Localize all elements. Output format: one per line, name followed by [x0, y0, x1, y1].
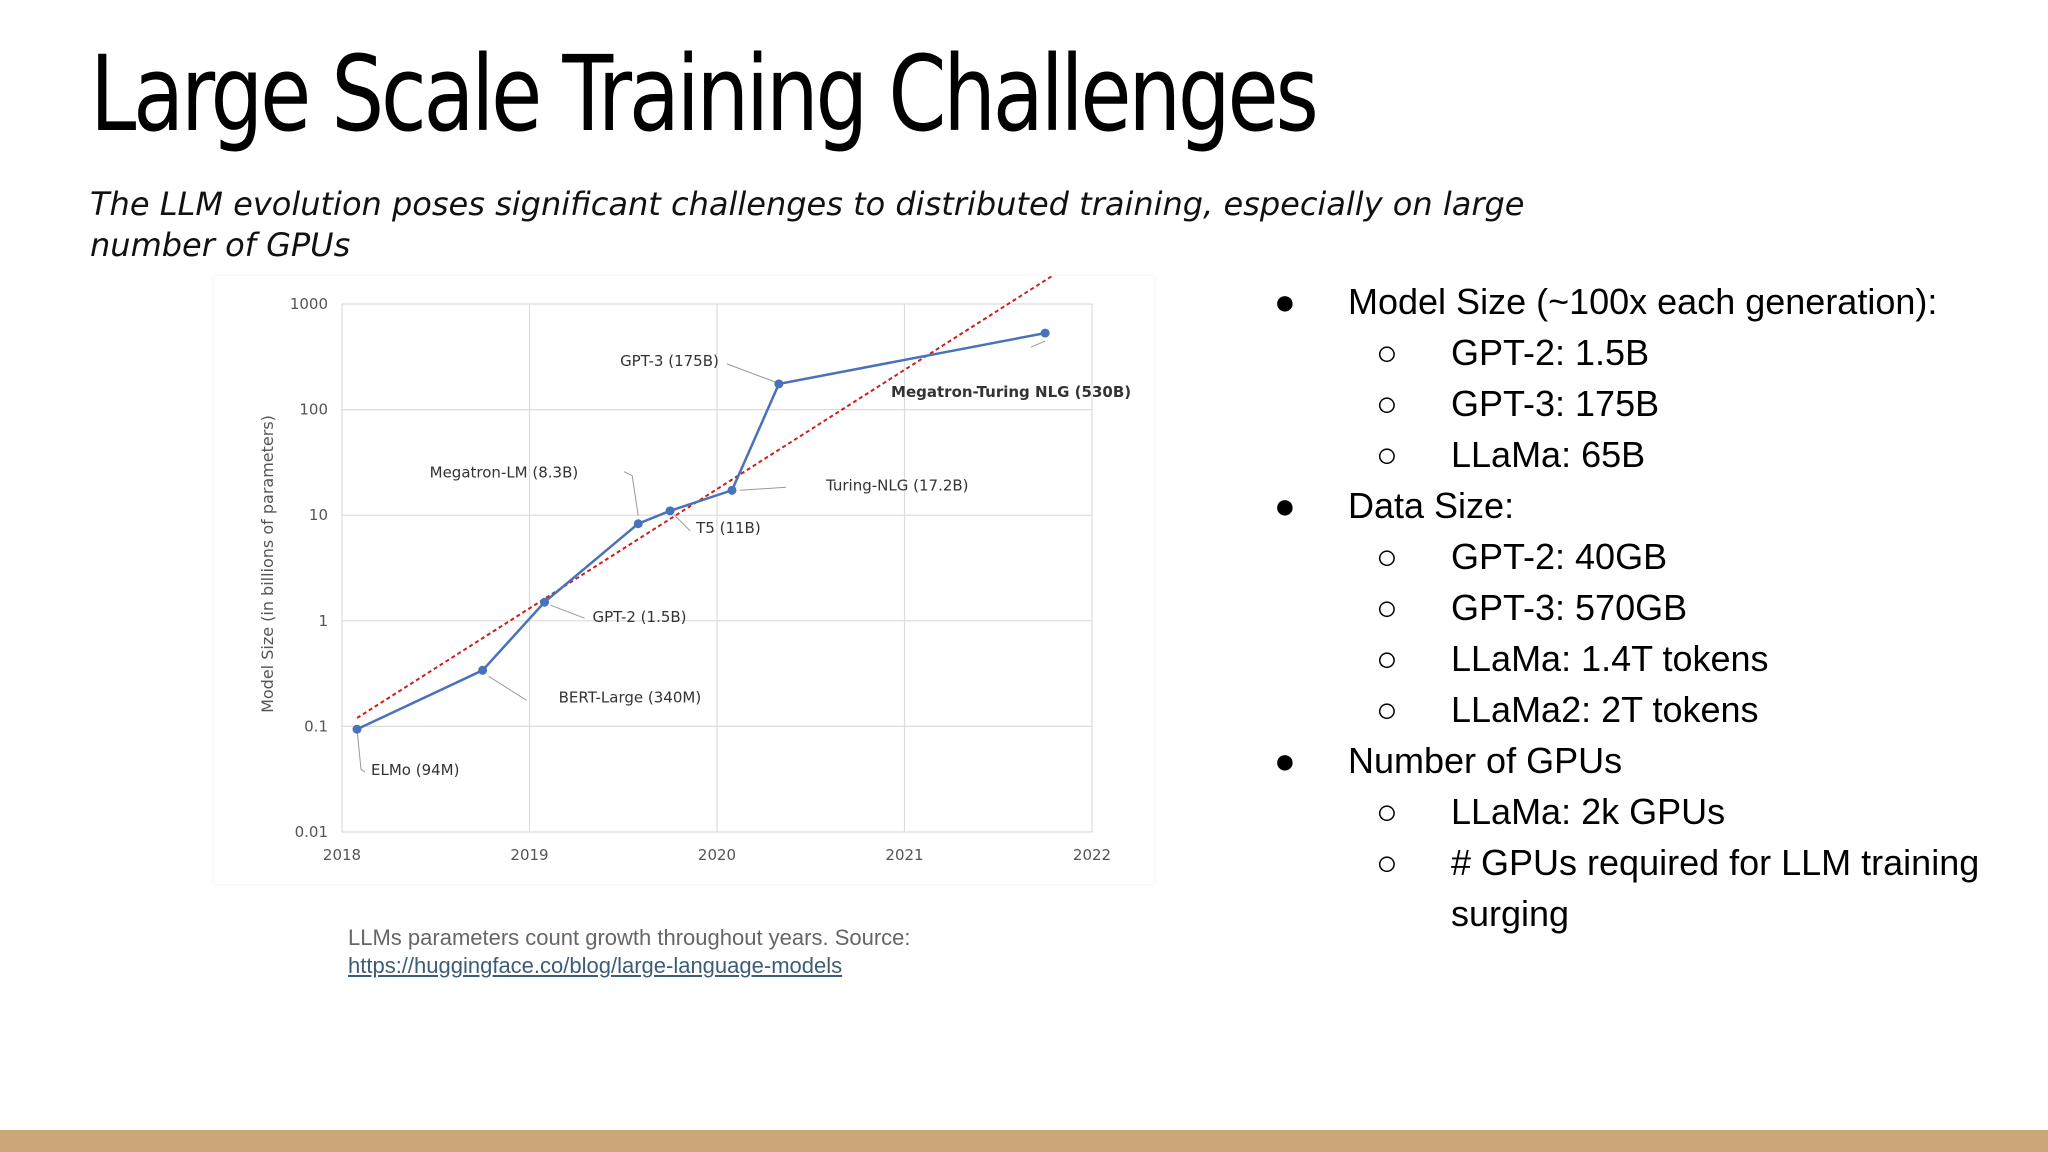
- bullet-dot-icon: ●: [1274, 485, 1296, 526]
- x-tick-label: 2020: [698, 846, 736, 864]
- sub-bullet-text: LLaMa: 65B: [1451, 434, 1646, 475]
- sub-bullet: ○ GPT-2: 40GB: [1270, 531, 2010, 582]
- label-leader-line: [488, 675, 527, 701]
- bullet-num-gpus: ● Number of GPUs ○ LLaMa: 2k GPUs ○ # GPUs…: [1270, 735, 2010, 939]
- data-point: [540, 597, 549, 607]
- circle-bullet-icon: ○: [1376, 536, 1398, 577]
- sub-bullet: ○ LLaMa: 65B: [1270, 429, 2010, 480]
- label-leader-line: [623, 471, 639, 516]
- x-tick-label: 2021: [885, 846, 923, 864]
- data-label: ELMo (94M): [371, 761, 459, 779]
- bullet-model-size: ● Model Size (~100x each generation): ○ G…: [1270, 276, 2010, 480]
- bullet-text: Model Size (~100x each generation):: [1348, 281, 1938, 322]
- x-tick-label: 2018: [323, 846, 361, 864]
- chart-panel: 0.01 0.1 1 10 100 1000 2018 2019 2020 2021 2022 EL…: [214, 276, 1154, 884]
- trendline: [356, 276, 1054, 719]
- data-label: Turing-NLG (17.2B): [825, 476, 969, 494]
- footer-bar: [0, 1130, 2048, 1152]
- sub-bullet: ○ # GPUs required for LLM training surgin…: [1270, 837, 2010, 939]
- sub-bullet-text: LLaMa: 2k GPUs: [1451, 791, 1726, 832]
- label-leader-line: [673, 514, 691, 532]
- data-label: GPT-2 (1.5B): [593, 608, 687, 626]
- sub-bullet-text: GPT-3: 175B: [1451, 383, 1660, 424]
- y-axis-label: Model Size (in billions of parameters): [258, 415, 277, 713]
- data-label: Megatron-LM (8.3B): [430, 464, 579, 482]
- sub-bullet: ○ GPT-3: 175B: [1270, 378, 2010, 429]
- caption-text: LLMs parameters count growth throughout …: [348, 925, 911, 950]
- bullet-text: Number of GPUs: [1348, 740, 1623, 781]
- data-label: BERT-Large (340M): [559, 688, 702, 706]
- data-point: [478, 665, 488, 675]
- circle-bullet-icon: ○: [1376, 587, 1398, 628]
- source-link[interactable]: https://huggingface.co/blog/large-langua…: [348, 953, 843, 978]
- circle-bullet-icon: ○: [1376, 383, 1398, 424]
- data-label: T5 (11B): [695, 519, 761, 537]
- sub-bullet-text: # GPUs required for LLM training surging: [1451, 842, 1980, 934]
- bullet-text: Data Size:: [1348, 485, 1515, 526]
- circle-bullet-icon: ○: [1376, 842, 1398, 883]
- data-point: [727, 485, 737, 495]
- sub-bullet-text: GPT-2: 40GB: [1451, 536, 1668, 577]
- data-label: Megatron-Turing NLG (530B): [891, 383, 1131, 401]
- sub-bullet-text: LLaMa2: 2T tokens: [1451, 689, 1759, 730]
- label-leader-line: [550, 604, 585, 619]
- y-tick-label: 10: [309, 506, 328, 524]
- model-size-chart: 0.01 0.1 1 10 100 1000 2018 2019 2020 2021 2022 EL…: [258, 276, 1131, 864]
- y-tick-label: 1: [318, 612, 328, 630]
- y-tick-label: 0.1: [304, 717, 328, 735]
- y-tick-label: 1000: [290, 295, 328, 313]
- x-tick-label: 2022: [1073, 846, 1111, 864]
- bullet-dot-icon: ●: [1274, 281, 1296, 322]
- sub-bullet-text: GPT-3: 570GB: [1451, 587, 1688, 628]
- circle-bullet-icon: ○: [1376, 332, 1398, 373]
- y-tick-label: 0.01: [295, 823, 328, 841]
- label-leader-line: [739, 486, 787, 491]
- slide-title: Large Scale Training Challenges: [90, 33, 1319, 155]
- label-leader-line: [1030, 340, 1046, 348]
- sub-bullet-text: GPT-2: 1.5B: [1451, 332, 1650, 373]
- data-point: [633, 519, 643, 529]
- sub-bullet: ○ LLaMa2: 2T tokens: [1270, 684, 2010, 735]
- data-point: [774, 379, 784, 389]
- circle-bullet-icon: ○: [1376, 638, 1398, 679]
- label-leader-line: [726, 363, 776, 383]
- sub-bullet: ○ LLaMa: 1.4T tokens: [1270, 633, 2010, 684]
- bullet-dot-icon: ●: [1274, 740, 1296, 781]
- slide-subtitle: The LLM evolution poses significant chal…: [90, 185, 1525, 264]
- y-tick-label: 100: [299, 401, 328, 419]
- chart-caption: LLMs parameters count growth throughout …: [348, 924, 911, 980]
- circle-bullet-icon: ○: [1376, 791, 1398, 832]
- label-leader-line: [356, 729, 366, 773]
- x-tick-label: 2019: [510, 846, 548, 864]
- sub-bullet: ○ LLaMa: 2k GPUs: [1270, 786, 2010, 837]
- bullet-list: ● Model Size (~100x each generation): ○ G…: [1270, 276, 2010, 939]
- data-point: [352, 724, 362, 734]
- series-line: [356, 331, 1046, 731]
- sub-bullet: ○ GPT-3: 570GB: [1270, 582, 2010, 633]
- circle-bullet-icon: ○: [1376, 434, 1398, 475]
- bullet-data-size: ● Data Size: ○ GPT-2: 40GB ○ GPT-3: 570GB …: [1270, 480, 2010, 735]
- data-point: [665, 506, 675, 516]
- circle-bullet-icon: ○: [1376, 689, 1398, 730]
- data-point: [1040, 328, 1050, 338]
- sub-bullet-text: LLaMa: 1.4T tokens: [1451, 638, 1769, 679]
- data-label: GPT-3 (175B): [620, 352, 719, 370]
- sub-bullet: ○ GPT-2: 1.5B: [1270, 327, 2010, 378]
